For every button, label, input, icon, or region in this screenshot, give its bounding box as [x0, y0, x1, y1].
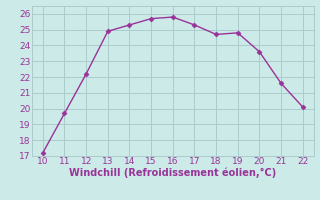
X-axis label: Windchill (Refroidissement éolien,°C): Windchill (Refroidissement éolien,°C) [69, 168, 276, 178]
